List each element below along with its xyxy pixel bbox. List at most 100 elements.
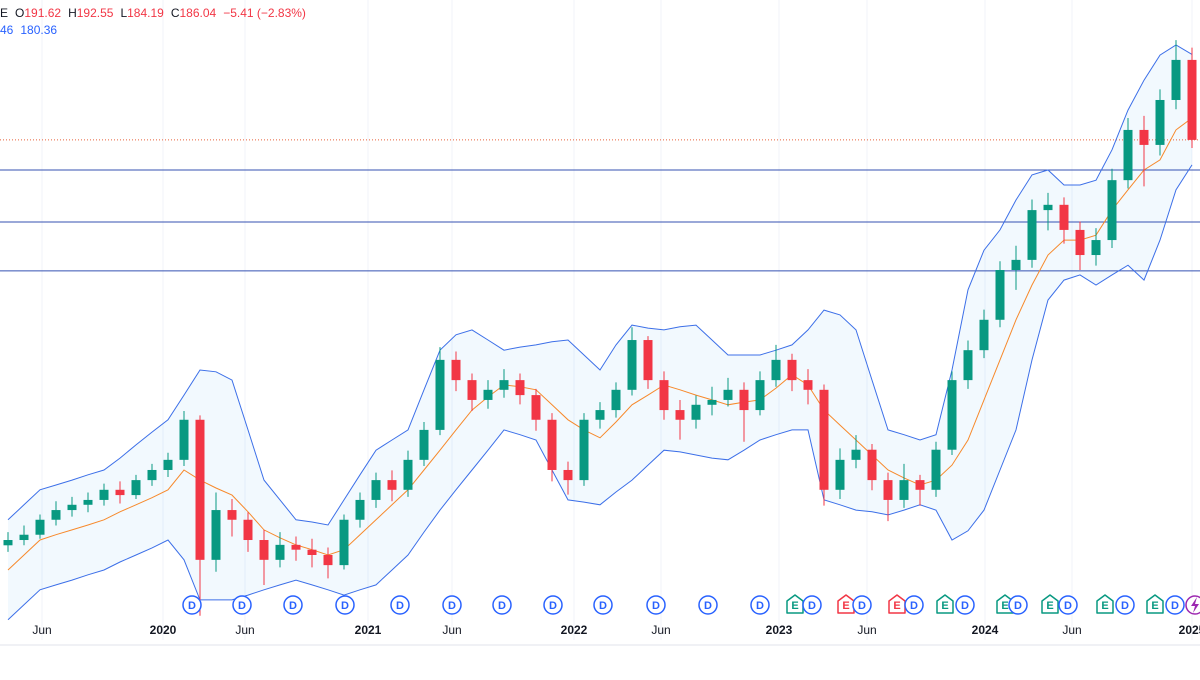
band-lower-value: 180.36	[20, 23, 58, 37]
event-marker: D	[904, 595, 924, 615]
earnings-flag	[1146, 594, 1164, 614]
dividend-circle	[182, 595, 202, 615]
candle-body	[99, 489, 109, 500]
event-label: D	[910, 600, 918, 612]
earnings-flag	[1041, 594, 1059, 614]
candle-body	[563, 469, 573, 481]
candle-body	[1075, 229, 1085, 256]
candle-body	[83, 499, 93, 505]
event-label: D	[396, 600, 404, 612]
event-marker: D	[232, 595, 252, 615]
candle-body	[771, 359, 781, 381]
candle-body	[883, 480, 893, 500]
event-label: E	[842, 600, 849, 612]
event-marker: D	[1165, 595, 1185, 615]
event-marker: D	[543, 595, 563, 615]
candle-body	[35, 519, 45, 535]
event-label: D	[549, 600, 557, 612]
event-marker: D	[646, 595, 666, 615]
candle-body	[227, 510, 237, 520]
x-tick-label: 2020	[150, 623, 177, 637]
dividend-circle	[593, 595, 613, 615]
candle-body	[611, 389, 621, 411]
candle-body	[115, 489, 125, 496]
candle-body	[291, 544, 301, 550]
candle-body	[707, 399, 717, 405]
candle-body	[323, 554, 333, 566]
event-marker: E	[1096, 594, 1114, 614]
candle-body	[995, 270, 1005, 320]
candle-body	[691, 404, 701, 420]
event-marker: D	[390, 595, 410, 615]
x-tick-label: Jun	[857, 623, 876, 637]
close-value: 186.04	[179, 6, 217, 20]
candle-body	[1091, 240, 1101, 256]
event-label: D	[498, 600, 506, 612]
dividend-circle	[1115, 595, 1135, 615]
high-value: 192.55	[76, 6, 114, 20]
candle-body	[547, 419, 557, 470]
band-upper-value: 46	[0, 23, 14, 37]
candle-body	[1011, 259, 1021, 271]
candle-body	[371, 480, 381, 500]
event-label: D	[1171, 600, 1179, 612]
dividend-circle	[232, 595, 252, 615]
candle-body	[659, 380, 669, 411]
candle-body	[819, 389, 829, 490]
event-label: E	[893, 600, 900, 612]
dividend-circle	[283, 595, 303, 615]
x-tick-label: Jun	[235, 623, 254, 637]
x-tick-label: 2023	[766, 623, 793, 637]
event-label: D	[599, 600, 607, 612]
event-marker: D	[750, 595, 770, 615]
event-label: D	[961, 600, 969, 612]
dividend-circle	[646, 595, 666, 615]
candle-body	[179, 419, 189, 460]
event-label: D	[289, 600, 297, 612]
candle-body	[3, 540, 13, 546]
open-value: 191.62	[24, 6, 62, 20]
event-label: E	[791, 600, 798, 612]
candle-body	[467, 380, 477, 400]
dividend-circle	[543, 595, 563, 615]
dividend-circle	[442, 595, 462, 615]
event-marker: D	[1008, 595, 1028, 615]
x-tick-label: 2022	[561, 623, 588, 637]
band-lower	[7, 164, 1193, 621]
ohlc-row: E O191.62 H192.55 L184.19 C186.04 −5.41 (−2.8…	[0, 5, 306, 22]
candle-body	[1155, 99, 1165, 145]
candle-body	[835, 459, 845, 490]
event-label: E	[941, 600, 948, 612]
candle-body	[915, 480, 925, 490]
symbol: E	[0, 6, 9, 20]
candle-body	[867, 449, 877, 481]
candle-body	[979, 319, 989, 351]
candle-body	[211, 510, 221, 560]
candle-body	[595, 410, 605, 420]
candle-body	[131, 480, 141, 496]
event-marker: D	[955, 595, 975, 615]
low-label: L	[120, 6, 128, 20]
band-upper	[7, 44, 1193, 526]
dividend-circle	[1165, 595, 1185, 615]
dividend-circle	[1058, 595, 1078, 615]
ohlc-legend: E O191.62 H192.55 L184.19 C186.04 −5.41 (−2.8…	[0, 5, 306, 39]
candle-body	[1059, 204, 1069, 230]
candle-body	[403, 459, 413, 490]
candle-body	[51, 510, 61, 520]
open-label: O	[15, 6, 25, 20]
candle-body	[387, 480, 397, 490]
low-value: 184.19	[127, 6, 164, 20]
candle-body	[1107, 180, 1117, 241]
candle-body	[307, 549, 317, 555]
event-marker: D	[283, 595, 303, 615]
candle-body	[851, 449, 861, 460]
earnings-flag	[1096, 594, 1114, 614]
event-label: D	[448, 600, 456, 612]
dividend-circle	[802, 595, 822, 615]
candle-body	[1171, 59, 1181, 100]
x-tick-label: Jun	[651, 623, 670, 637]
event-label: E	[1046, 600, 1053, 612]
